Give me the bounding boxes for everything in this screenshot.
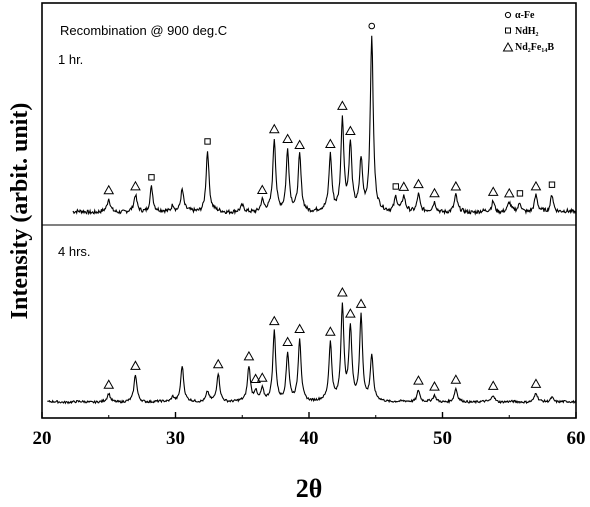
x-tick-label: 20: [33, 428, 52, 449]
peak-marker-triangle: [103, 379, 115, 389]
peak-marker-circle: [368, 22, 376, 30]
peak-marker-triangle: [503, 187, 515, 198]
peak-marker-triangle: [337, 286, 348, 297]
peak-marker-triangle: [103, 184, 115, 195]
legend-triangle-icon: [502, 41, 514, 52]
peak-marker-triangle: [294, 323, 306, 334]
x-axis-ticks: 20 30 40 50 60: [33, 412, 586, 449]
peak-marker-triangle: [268, 123, 280, 134]
peak-marker-square: [148, 174, 155, 181]
peak-marker-triangle: [282, 133, 293, 144]
peak-marker-triangle: [256, 184, 268, 195]
series-label-4hrs: 4 hrs.: [58, 244, 91, 259]
peak-marker-triangle: [487, 380, 499, 390]
chart-title: Recombination @ 900 deg.C: [60, 23, 227, 38]
peak-marker-triangle: [450, 180, 462, 191]
x-tick-label: 30: [166, 428, 185, 449]
peak-marker-triangle: [429, 187, 440, 198]
phase-markers: [103, 22, 556, 391]
peak-marker-triangle: [345, 308, 356, 318]
legend-label-ndh2: NdH₂: [515, 26, 539, 37]
peak-marker-triangle: [256, 372, 268, 382]
x-tick-label: 40: [300, 428, 319, 449]
peak-marker-triangle: [268, 315, 280, 326]
peak-marker-triangle: [487, 186, 499, 196]
series-label-1hr: 1 hr.: [58, 52, 83, 67]
y-axis-title: Intensity (arbit. unit): [7, 103, 33, 320]
peak-marker-triangle: [429, 381, 440, 391]
peak-marker-triangle: [243, 350, 255, 361]
peak-marker-triangle: [250, 373, 261, 383]
peak-marker-square: [392, 183, 399, 190]
peak-marker-triangle: [450, 374, 462, 384]
xrd-trace-4hrs: [47, 302, 577, 405]
peak-marker-triangle: [345, 125, 356, 135]
peak-marker-triangle: [337, 100, 348, 110]
legend-square-icon: [505, 27, 511, 34]
peak-marker-square: [548, 181, 556, 188]
peak-marker-triangle: [413, 375, 424, 385]
peak-marker-triangle: [530, 378, 542, 388]
legend-label-alpha-fe: α-Fe: [515, 10, 535, 21]
peak-marker-triangle: [282, 336, 293, 347]
peak-marker-square: [516, 190, 524, 197]
peak-marker-triangle: [130, 180, 141, 191]
x-tick-label: 50: [433, 428, 452, 449]
x-axis-title: 2θ: [296, 474, 323, 503]
peak-marker-triangle: [130, 360, 141, 370]
peak-marker-triangle: [355, 298, 367, 308]
diffraction-traces: [47, 35, 577, 405]
peak-marker-triangle: [212, 358, 224, 369]
x-tick-label: 60: [567, 428, 586, 449]
peak-marker-triangle: [325, 326, 336, 336]
peak-marker-triangle: [530, 180, 542, 191]
xrd-trace-1hr: [72, 35, 577, 216]
peak-marker-triangle: [294, 139, 306, 149]
peak-marker-triangle: [398, 181, 410, 191]
peak-marker-square: [204, 138, 211, 145]
legend: α-Fe NdH₂ Nd₂Fe₁₄B: [502, 10, 554, 53]
peak-marker-triangle: [325, 138, 336, 148]
legend-circle-icon: [504, 11, 512, 19]
peak-marker-triangle: [413, 178, 424, 189]
legend-label-nd2fe14b: Nd₂Fe₁₄B: [515, 42, 554, 53]
